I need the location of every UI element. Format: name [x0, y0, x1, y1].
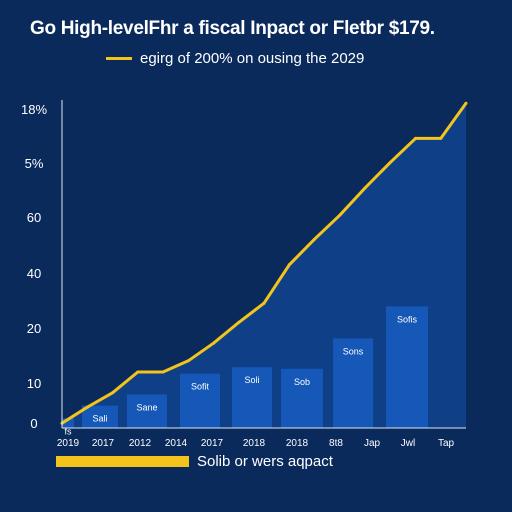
- x-tick-label-4: 2017: [201, 438, 224, 449]
- bar-0: [62, 418, 74, 428]
- y-tick-label-5: 5%: [25, 156, 44, 171]
- line-point-7: [237, 320, 241, 324]
- y-tick-label-6: 18%: [21, 102, 47, 117]
- x-tick-label-3: 2014: [165, 438, 188, 449]
- line-point-4: [161, 370, 165, 374]
- bar-label-6: Sons: [343, 346, 364, 356]
- y-tick-label-3: 40: [27, 266, 41, 281]
- y-tick-label-1: 10: [27, 376, 41, 391]
- line-point-14: [414, 136, 417, 140]
- bar-label-5: Sob: [294, 377, 310, 387]
- line-point-8: [262, 301, 266, 305]
- line-point-9: [287, 263, 291, 267]
- line-point-16: [464, 101, 468, 105]
- x-tick-label-8: Jap: [364, 438, 381, 449]
- bar-label-3: Sofit: [191, 382, 210, 392]
- bar-4: [232, 367, 272, 428]
- legend-line-swatch: [106, 57, 132, 60]
- legend-bar-label: Solib or wers aqpact: [197, 453, 333, 470]
- line-point-1: [85, 405, 89, 409]
- bar-5: [281, 368, 323, 428]
- bar-3: [180, 373, 220, 428]
- line-point-5: [186, 359, 190, 363]
- line-point-13: [388, 160, 392, 164]
- line-point-6: [212, 341, 215, 345]
- line-point-10: [313, 237, 316, 241]
- line-point-3: [136, 370, 140, 374]
- bar-2: [127, 394, 167, 428]
- legend-line-label: egirg of 200% on ousing the 2029: [140, 50, 365, 67]
- x-tick-label-9: Jwl: [401, 438, 415, 449]
- y-tick-label-2: 20: [27, 321, 41, 336]
- line-point-15: [439, 136, 443, 140]
- x-tick-label-1: 2017: [92, 438, 115, 449]
- x-tick-label-5: 2018: [243, 438, 266, 449]
- y-tick-label-4: 60: [27, 210, 41, 225]
- bar-label-2: Sane: [136, 402, 157, 412]
- x-tick-label-2: 2012: [129, 438, 152, 449]
- legend-bar: Solib or wers aqpact: [56, 453, 333, 470]
- x-tick-label-10: Tap: [438, 438, 455, 449]
- y-tick-label-0: 0: [30, 416, 37, 431]
- bar-label-1: Sali: [92, 414, 107, 424]
- line-point-12: [363, 186, 367, 190]
- line-point-2: [111, 391, 114, 395]
- x-tick-label-7: 8t8: [329, 438, 343, 449]
- legend-bar-swatch: [56, 456, 189, 467]
- bar-label-4: Soli: [244, 375, 259, 385]
- legend-line: egirg of 200% on ousing the 2029: [106, 50, 364, 67]
- bar-1: [82, 405, 118, 428]
- bar-6: [333, 338, 373, 428]
- bar-label-7: Sofis: [397, 314, 418, 324]
- line-point-11: [338, 213, 342, 217]
- x-tick-label-6: 2018: [286, 438, 309, 449]
- bar-7: [386, 306, 428, 428]
- x-tick-label-0: 2019: [57, 438, 80, 449]
- bar-label-0: fs: [64, 426, 72, 436]
- chart-title: Go High-levelFhr a fiscal Inpact or Flet…: [30, 18, 435, 39]
